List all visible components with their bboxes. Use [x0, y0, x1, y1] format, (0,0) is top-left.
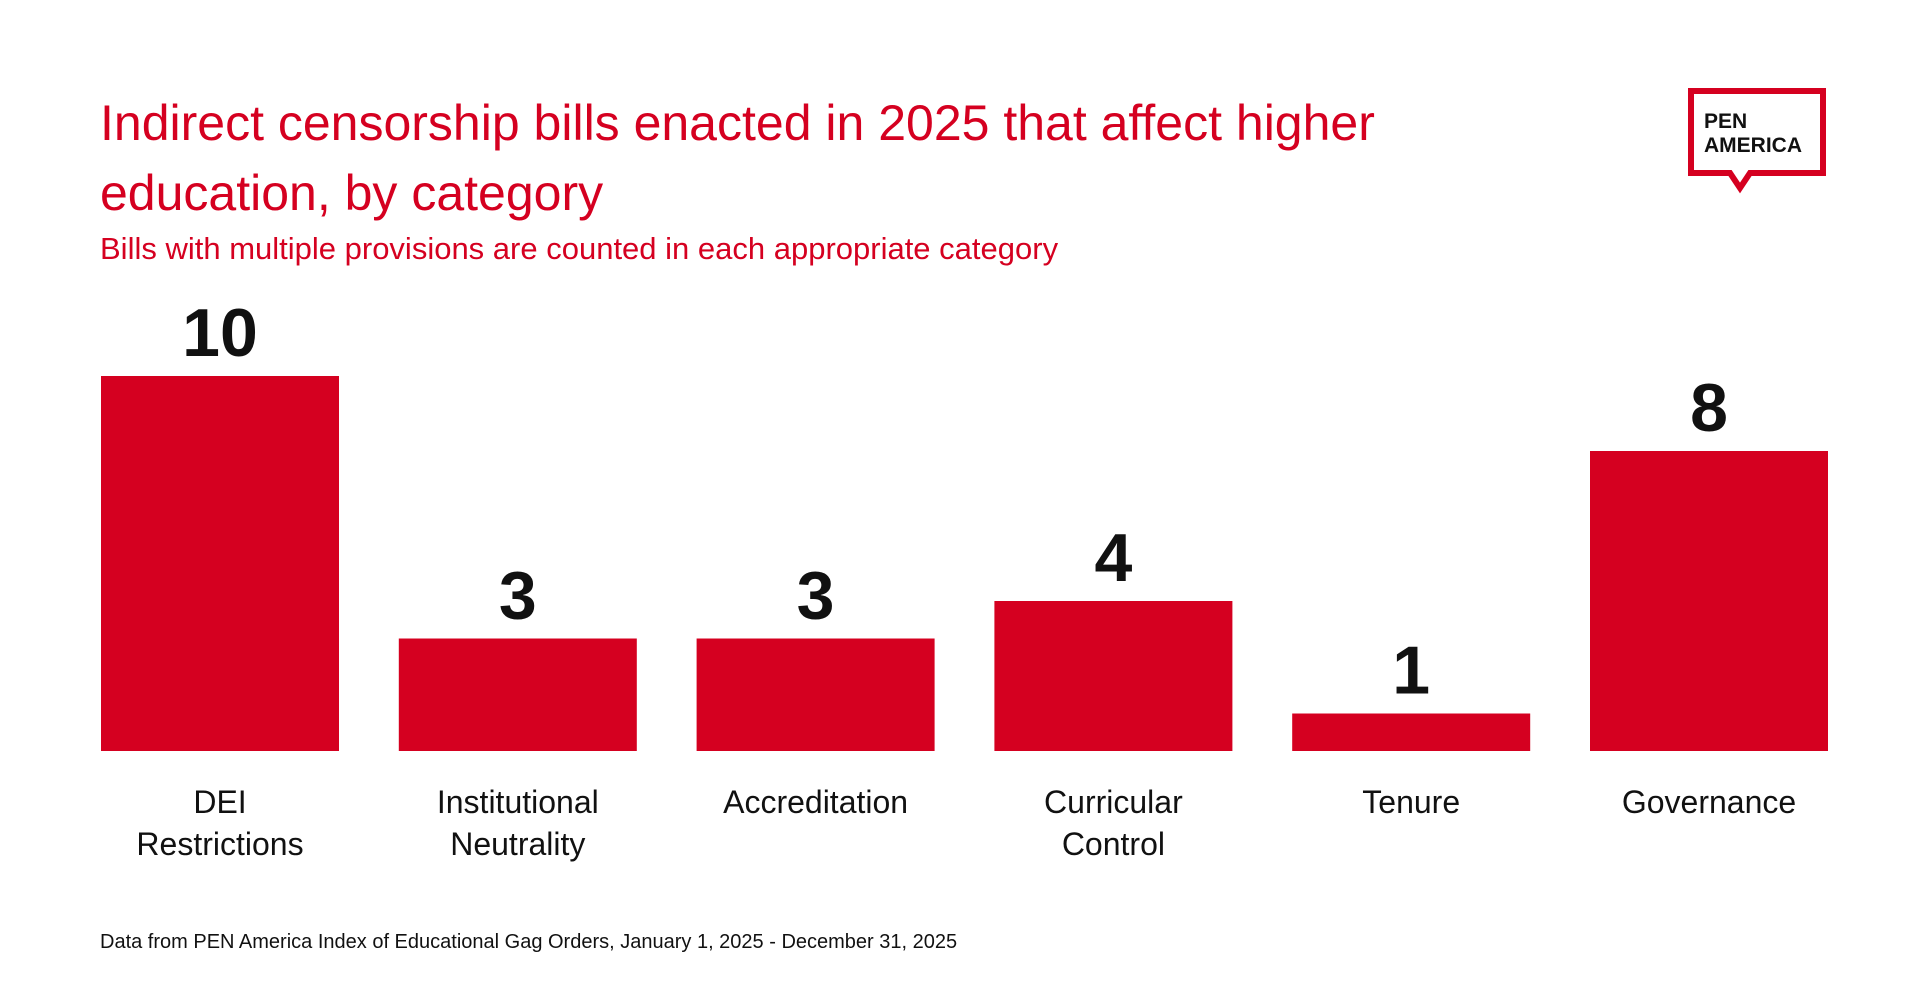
- bar-value-label: 1: [1392, 633, 1430, 709]
- bar: [398, 638, 637, 751]
- bar: [1590, 451, 1828, 751]
- bar-value-label: 10: [182, 295, 258, 371]
- category-label: Curricular: [1044, 784, 1183, 820]
- bar-value-label: 8: [1690, 370, 1728, 446]
- bar-value-label: 3: [797, 558, 835, 634]
- category-label: Governance: [1622, 784, 1796, 820]
- category-label: Control: [1062, 826, 1165, 862]
- category-label: Institutional: [437, 784, 599, 820]
- category-label: Neutrality: [450, 826, 585, 862]
- category-label: DEI: [193, 784, 246, 820]
- data-source-note: Data from PEN America Index of Education…: [100, 931, 958, 953]
- pen-america-logo: PEN AMERICA: [1688, 88, 1826, 194]
- logo-text-pen: PEN: [1704, 110, 1747, 133]
- chart-subtitle: Bills with multiple provisions are count…: [100, 231, 1059, 266]
- category-label: Accreditation: [723, 784, 908, 820]
- bar-value-label: 3: [499, 558, 537, 634]
- bar: [696, 638, 935, 751]
- bar: [1292, 713, 1531, 751]
- logo-text-america: AMERICA: [1704, 134, 1802, 157]
- bar-value-label: 4: [1094, 520, 1132, 596]
- bar: [994, 601, 1233, 751]
- category-label: Restrictions: [136, 826, 303, 862]
- chart-title: Indirect censorship bills enacted in 202…: [100, 95, 1375, 221]
- bar: [101, 376, 339, 751]
- logo-speech-bubble-icon: [1688, 88, 1826, 194]
- category-label: Tenure: [1362, 784, 1460, 820]
